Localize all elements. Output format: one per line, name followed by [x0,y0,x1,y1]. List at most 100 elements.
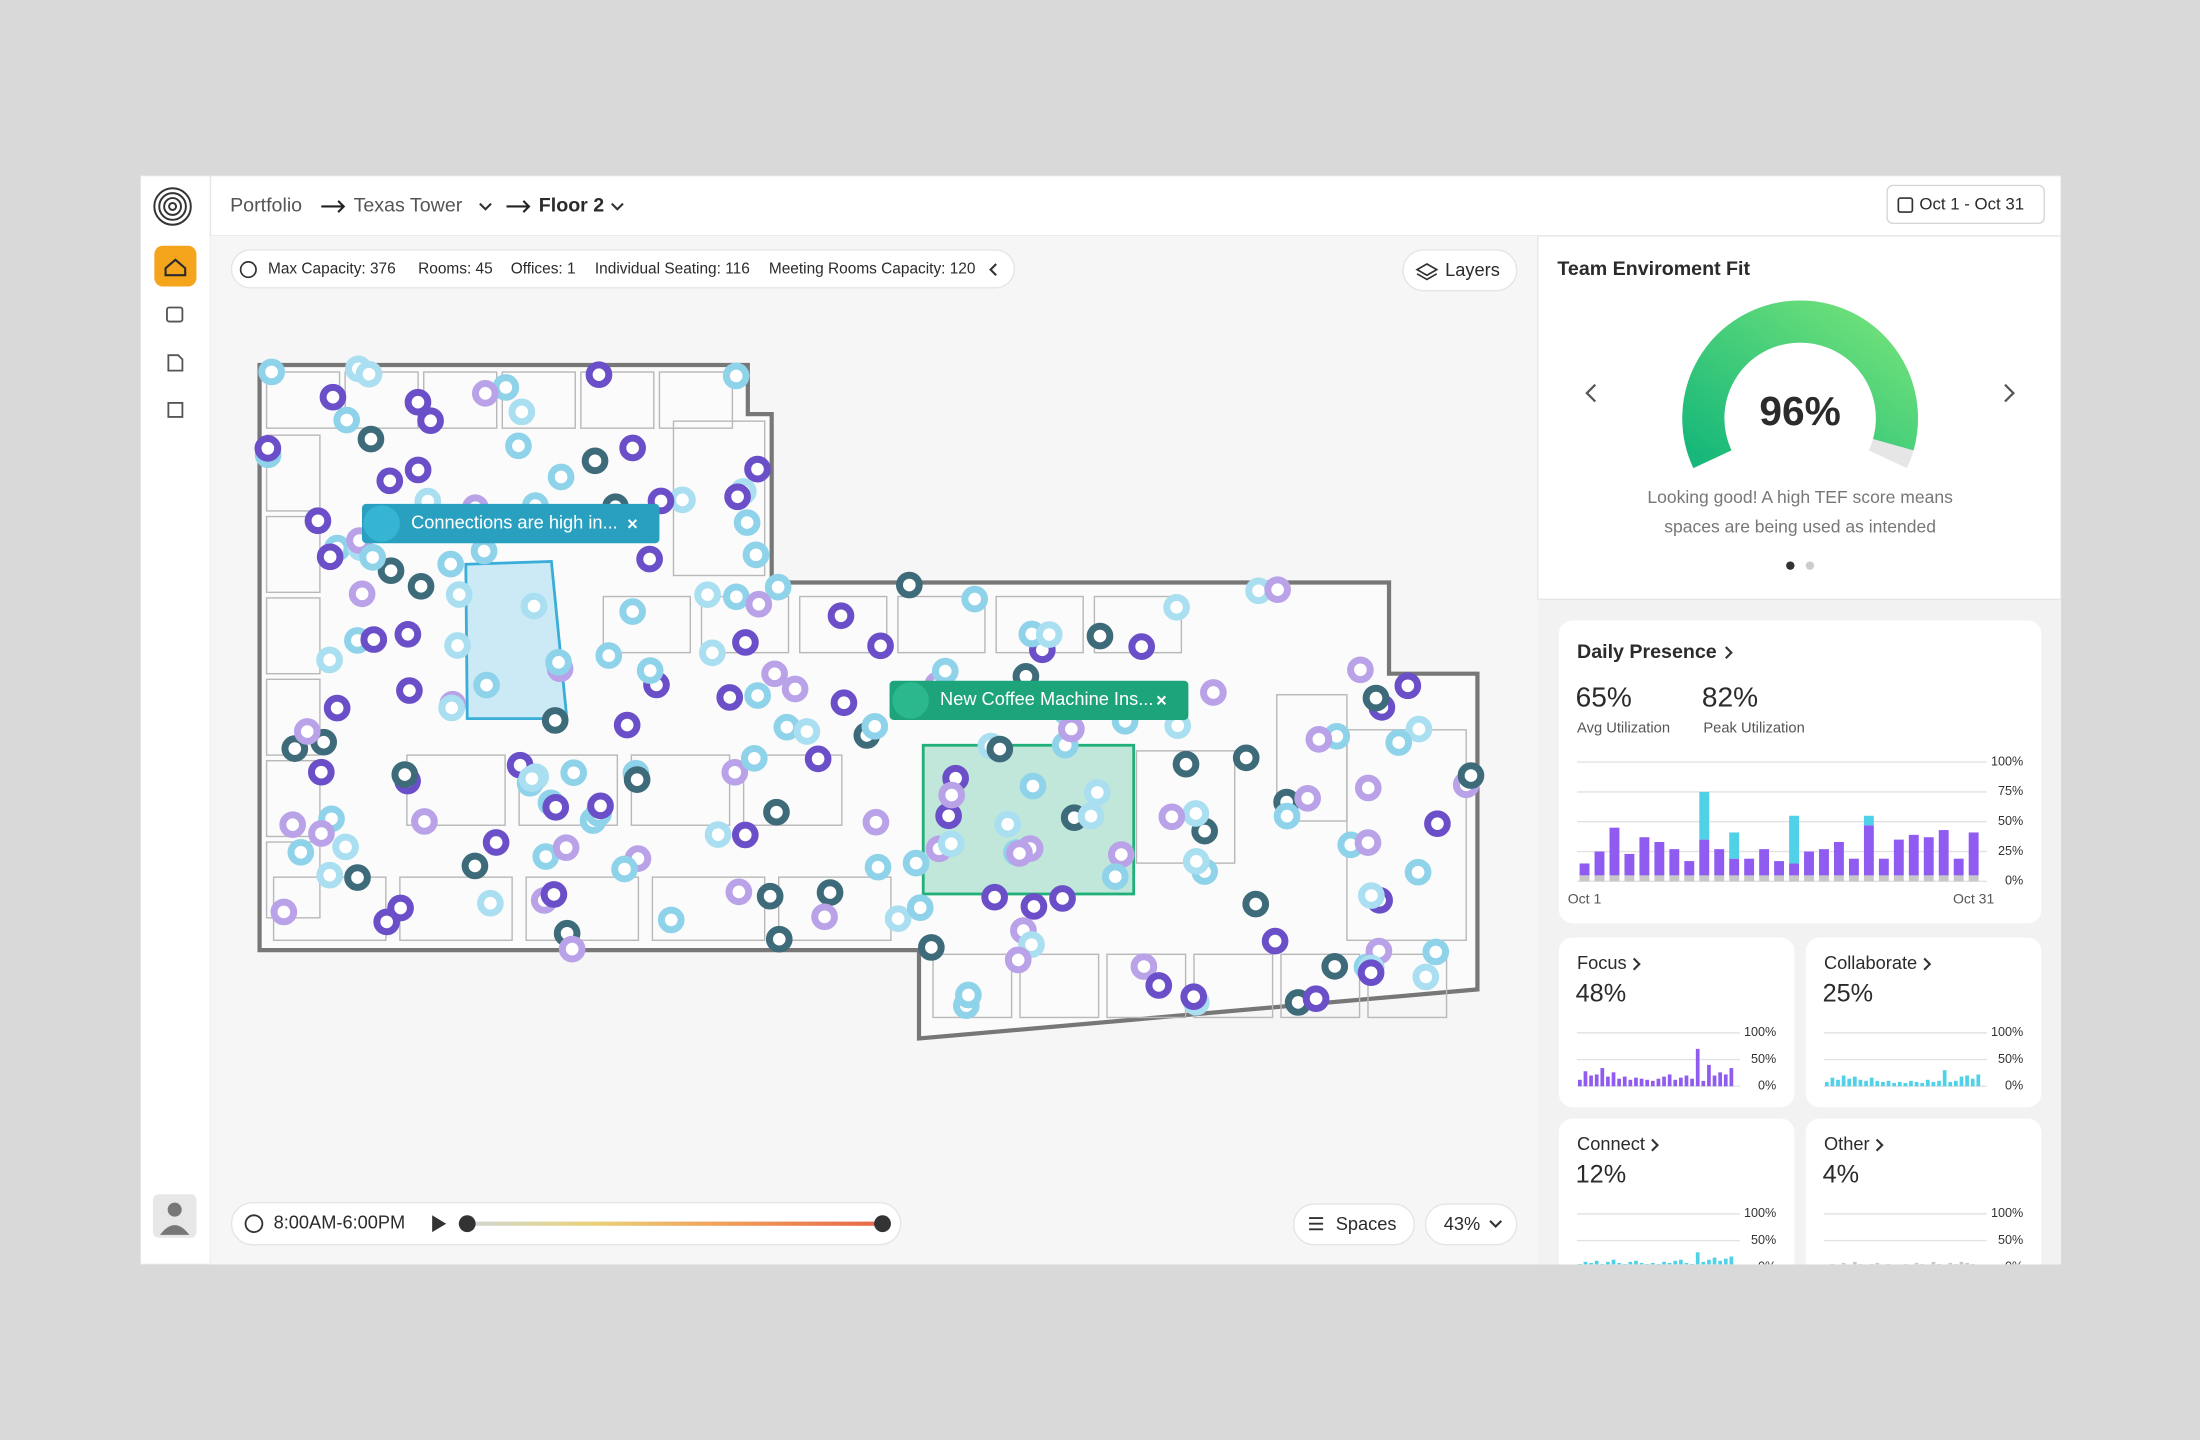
metric-card[interactable] [1558,937,1795,1108]
occupancy-dot [1394,672,1422,700]
occupancy-dot [636,657,664,684]
bar [1937,1263,1941,1265]
occupancy-dot [360,626,388,653]
prev-button[interactable] [1585,383,1597,403]
occupancy-dot [1261,927,1289,955]
chevron [1923,957,1932,971]
occupancy-dot [740,744,768,772]
occupancy-dot [994,810,1022,838]
slider-knob[interactable] [458,1215,476,1233]
bar [1624,875,1635,882]
occupancy-dot [704,821,732,848]
document-button[interactable] [167,354,184,372]
callout-close[interactable]: × [627,513,638,534]
occupancy-dot [1357,959,1385,987]
bar [1628,1079,1633,1087]
occupancy-dot [861,712,889,740]
metric-card[interactable] [1558,1118,1795,1288]
calendar-button[interactable] [166,306,184,323]
breadcrumb-item[interactable]: Floor 2 [539,195,605,217]
next-button[interactable] [2004,383,2015,403]
bar [1789,863,1799,876]
metric-card[interactable] [1805,1118,2042,1288]
y-tick-label: 100% [1744,1025,1776,1039]
bar [1609,875,1620,882]
slider-knob[interactable] [874,1215,891,1233]
bar [1875,1080,1880,1087]
occupancy-dot [270,898,298,926]
bar [1645,1263,1650,1265]
y-tick-label: 100% [1744,1206,1776,1220]
breadcrumb-item[interactable]: Texas Tower [354,195,463,217]
bar [1858,1079,1863,1087]
bar [1968,832,1979,876]
occupancy-dot [918,934,945,961]
breadcrumb-item[interactable]: Portfolio [230,195,302,217]
bar [1841,1262,1846,1265]
occupancy-dot [316,861,344,889]
bar [1729,1068,1734,1087]
bar [1920,1263,1925,1265]
occupancy-dot [1405,715,1433,743]
bar [1898,1265,1902,1267]
occupancy-dot [830,689,858,717]
page-dot[interactable] [1786,561,1795,570]
bar [1723,1074,1728,1087]
bar [1669,849,1680,876]
stats-bar [230,249,1016,289]
date-button[interactable] [1886,184,2045,225]
plan-room [799,595,888,654]
occupancy-dot [532,843,560,870]
occupancy-dot [669,486,696,514]
card-title: Other [1824,1133,1870,1154]
plan-room [265,434,321,512]
bar [1695,1048,1700,1087]
layers-label: Layers [1445,259,1500,280]
connections-button[interactable] [167,401,184,418]
gauge-value [1682,300,1918,469]
page-dot[interactable] [1805,561,1815,570]
time-slider[interactable] [467,1221,883,1226]
occupancy-dot [619,434,646,462]
occupancy-dot [470,537,498,565]
metric-card[interactable] [1805,937,2042,1108]
callout-close[interactable]: × [1156,690,1167,711]
collapse-button[interactable] [989,263,997,276]
plan-room [580,371,655,429]
occupancy-dot [482,829,510,856]
occupancy-dot [377,557,405,585]
bar [1634,1260,1638,1265]
bar [1864,1080,1868,1087]
presence-card[interactable] [1558,620,2042,924]
occupancy-dot [744,682,771,709]
occupancy-dot [935,802,962,830]
bar [1903,1083,1908,1087]
occupancy-dot [505,432,532,460]
occupancy-dot [545,649,572,676]
play-button[interactable] [432,1215,447,1233]
spaces-button[interactable] [1292,1203,1415,1246]
layers-button[interactable] [1402,249,1518,292]
calendar-icon [1897,197,1914,213]
bar [1954,1080,1958,1087]
occupancy-dot [587,792,614,820]
logo [153,187,192,226]
occupancy-dot [281,735,309,762]
callout[interactable] [361,503,660,544]
occupancy-dot [1422,938,1450,966]
occupancy-dot [355,360,383,388]
occupancy-dot [461,852,489,880]
bar [1583,1261,1588,1265]
occupancy-dot [445,581,473,608]
zoom-button[interactable] [1424,1203,1518,1246]
home-button[interactable] [154,245,197,287]
bar [1937,1080,1941,1087]
bar [1869,1263,1874,1265]
occupancy-dot [560,759,588,787]
bar [1863,875,1874,882]
callout[interactable] [889,680,1189,720]
bar [1841,1075,1846,1087]
bar [1774,875,1785,882]
occupancy-dot [636,545,663,573]
